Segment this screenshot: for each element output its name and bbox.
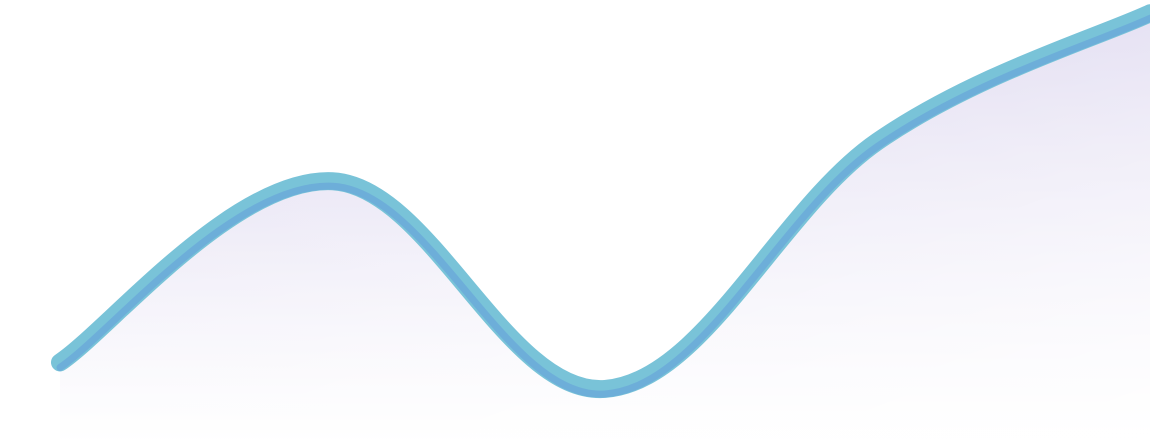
plot-layer [51,4,1150,442]
series-line-outer [51,4,1150,398]
area-fade-overlay [60,13,1150,442]
series-line-inner [56,14,1150,398]
